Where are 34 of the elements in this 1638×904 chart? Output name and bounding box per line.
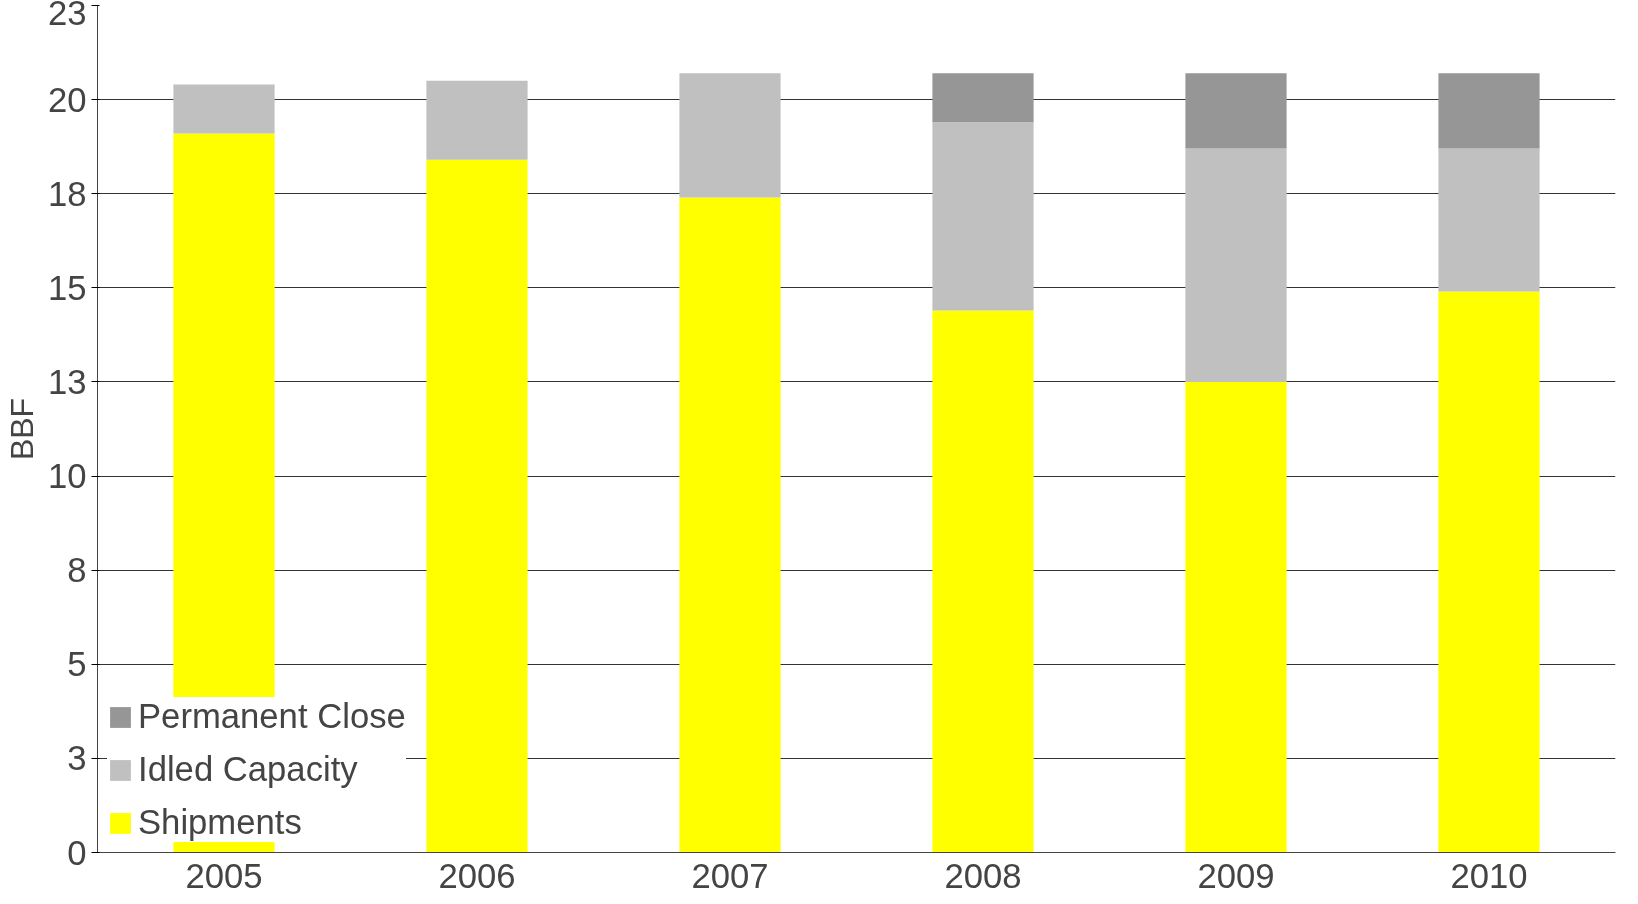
bar xyxy=(426,80,528,160)
bar xyxy=(679,197,781,853)
bar xyxy=(173,84,275,134)
bar xyxy=(932,310,1034,853)
y-tick-label: 23 xyxy=(47,0,87,32)
x-tick-label: 2007 xyxy=(691,856,769,895)
bar xyxy=(426,159,528,853)
bar xyxy=(1438,291,1540,853)
bar xyxy=(932,73,1034,123)
bar xyxy=(932,122,1034,311)
x-tick-label: 2006 xyxy=(438,856,516,895)
y-tick-label: 20 xyxy=(47,80,87,119)
legend-label: Idled Capacity xyxy=(138,750,358,789)
x-tick-label: 2008 xyxy=(944,856,1022,895)
y-tick-label: 8 xyxy=(67,551,87,590)
y-tick-label: 10 xyxy=(47,457,87,496)
y-axis-title: BBF xyxy=(3,397,40,461)
y-tick-label: 18 xyxy=(47,174,87,213)
bar xyxy=(1438,148,1540,292)
legend-label: Shipments xyxy=(138,803,302,842)
x-tick-label: 2009 xyxy=(1197,856,1275,895)
y-tick-label: 15 xyxy=(47,268,87,307)
bar xyxy=(679,73,781,198)
y-tick-label: 3 xyxy=(67,739,87,778)
y-tick-label: 0 xyxy=(67,833,87,872)
y-tick-label: 13 xyxy=(47,362,87,401)
bar xyxy=(1438,73,1540,149)
bar xyxy=(1185,381,1287,853)
bar xyxy=(1185,148,1287,382)
bar xyxy=(1185,73,1287,149)
x-tick-label: 2010 xyxy=(1450,856,1528,895)
y-tick-label: 5 xyxy=(67,645,87,684)
legend-label: Permanent Close xyxy=(138,697,406,736)
x-tick-label: 2005 xyxy=(185,856,263,895)
